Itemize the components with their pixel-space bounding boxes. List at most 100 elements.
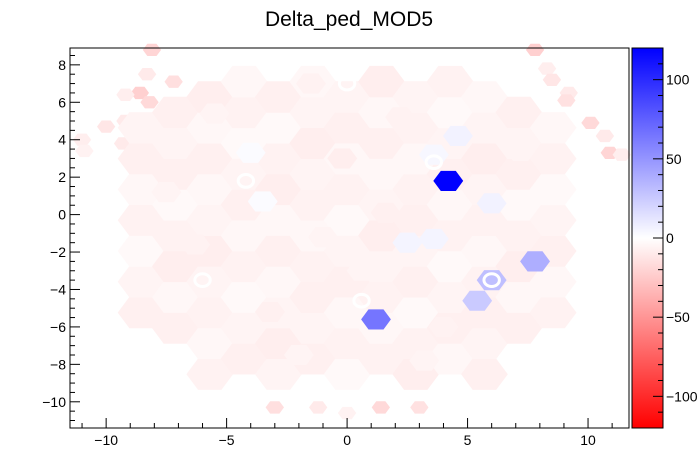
heatmap-cell xyxy=(361,309,391,330)
detector-cell xyxy=(117,235,165,267)
y-tick-label: 4 xyxy=(58,132,66,148)
detector-cell xyxy=(426,96,474,129)
outer-cell xyxy=(337,406,357,420)
detector-cell xyxy=(255,81,302,113)
detector-cell xyxy=(289,189,337,221)
detector-cell xyxy=(529,204,577,236)
x-tick-label: 5 xyxy=(464,432,472,448)
heatmap-cell xyxy=(296,73,326,94)
y-tick-label: −2 xyxy=(50,244,66,260)
detector-cell xyxy=(392,266,440,298)
x-tick-label: −5 xyxy=(219,432,235,448)
detector-cell xyxy=(461,112,508,144)
outer-cell xyxy=(581,116,600,129)
heatmap-cell xyxy=(235,142,266,163)
detector-cell xyxy=(323,112,371,144)
colorbar-tick-label: 0 xyxy=(666,230,674,246)
detector-cell xyxy=(358,158,405,190)
outer-cell xyxy=(595,129,615,143)
x-tick-label: 10 xyxy=(580,432,596,448)
detector-cell xyxy=(426,189,474,221)
outer-cell xyxy=(75,144,94,158)
y-tick-label: 2 xyxy=(58,169,66,185)
detector-cell xyxy=(529,112,577,144)
detector-cell xyxy=(220,65,268,98)
detector-cell xyxy=(323,358,371,390)
detector-cell xyxy=(152,250,199,283)
detector-cell xyxy=(289,250,337,283)
detector-cell xyxy=(529,296,577,329)
detector-cell xyxy=(152,312,199,344)
heatmap-cell xyxy=(476,193,507,214)
detector-cell xyxy=(255,266,302,298)
chart-title: Delta_ped_MOD5 xyxy=(265,8,433,31)
detector-cell xyxy=(323,204,371,236)
detector-cell xyxy=(495,96,543,129)
heatmap-cell xyxy=(443,125,473,146)
detector-cell xyxy=(186,173,234,206)
detector-cell xyxy=(358,65,405,98)
ring-marker xyxy=(193,272,212,288)
outer-cell xyxy=(140,96,159,109)
detector-cell xyxy=(152,127,199,159)
outer-cell xyxy=(612,148,631,161)
heatmap-cell xyxy=(462,290,493,311)
detector-cell xyxy=(495,281,543,313)
detector-cell xyxy=(529,173,577,206)
detector-cell xyxy=(495,158,543,190)
detector-cell xyxy=(461,81,508,113)
x-tick-label: 0 xyxy=(343,432,351,448)
detector-cell xyxy=(289,312,337,344)
ring-marker xyxy=(482,272,501,288)
outer-cell xyxy=(137,68,157,81)
colorbar-tick-label: 100 xyxy=(666,72,690,88)
heatmap-cell xyxy=(247,191,278,212)
heatmap-cell xyxy=(255,301,285,322)
detector-cell xyxy=(323,173,371,206)
outer-cell xyxy=(97,120,116,133)
outer-cell xyxy=(557,94,576,107)
heatmap-cell xyxy=(327,148,358,169)
y-tick-label: −8 xyxy=(50,356,66,372)
x-tick-label: −10 xyxy=(94,432,118,448)
detector-cell xyxy=(358,343,405,375)
detector-cell xyxy=(186,296,234,329)
heatmap-cell xyxy=(385,107,415,128)
outer-cell xyxy=(525,43,545,56)
ring-marker xyxy=(337,75,357,92)
detector-cell xyxy=(220,96,268,129)
detector-cell xyxy=(220,312,268,344)
heatmap-cell xyxy=(284,344,314,365)
detector-cell xyxy=(255,142,302,175)
detector-cell xyxy=(117,173,165,206)
detector-cell xyxy=(117,296,165,329)
detector-cell xyxy=(186,327,234,360)
plot-area: −10 −5 0 5 10 −10 −8 −6 −4 −2 0 2 4 6 8 xyxy=(42,43,631,448)
detector-cell xyxy=(426,65,474,98)
heatmap-cell xyxy=(392,232,423,253)
ring-markers-layer xyxy=(193,75,501,309)
detector-cell xyxy=(117,266,165,298)
detector-cell xyxy=(186,142,234,175)
outer-cell xyxy=(164,75,183,88)
x-axis: −10 −5 0 5 10 xyxy=(81,418,613,448)
heatmap-cell xyxy=(370,202,401,223)
detector-cell xyxy=(495,219,543,252)
outer-cell xyxy=(537,62,557,75)
heatmap-cell xyxy=(151,182,182,203)
detector-cell xyxy=(186,358,234,390)
detector-cell xyxy=(358,281,405,313)
detector-cells-layer xyxy=(117,65,577,390)
detector-cell xyxy=(255,204,302,236)
y-tick-label: 6 xyxy=(58,94,66,110)
detector-cell xyxy=(220,250,268,283)
detector-cell xyxy=(392,81,440,113)
colorbar-axis: 100 50 0 −50 −100 xyxy=(653,63,698,413)
plot-frame xyxy=(69,47,630,429)
detector-cell xyxy=(255,358,302,390)
detector-cell xyxy=(289,127,337,159)
outer-cell xyxy=(116,88,135,101)
detector-cell xyxy=(461,235,508,267)
detector-cell xyxy=(392,296,440,329)
